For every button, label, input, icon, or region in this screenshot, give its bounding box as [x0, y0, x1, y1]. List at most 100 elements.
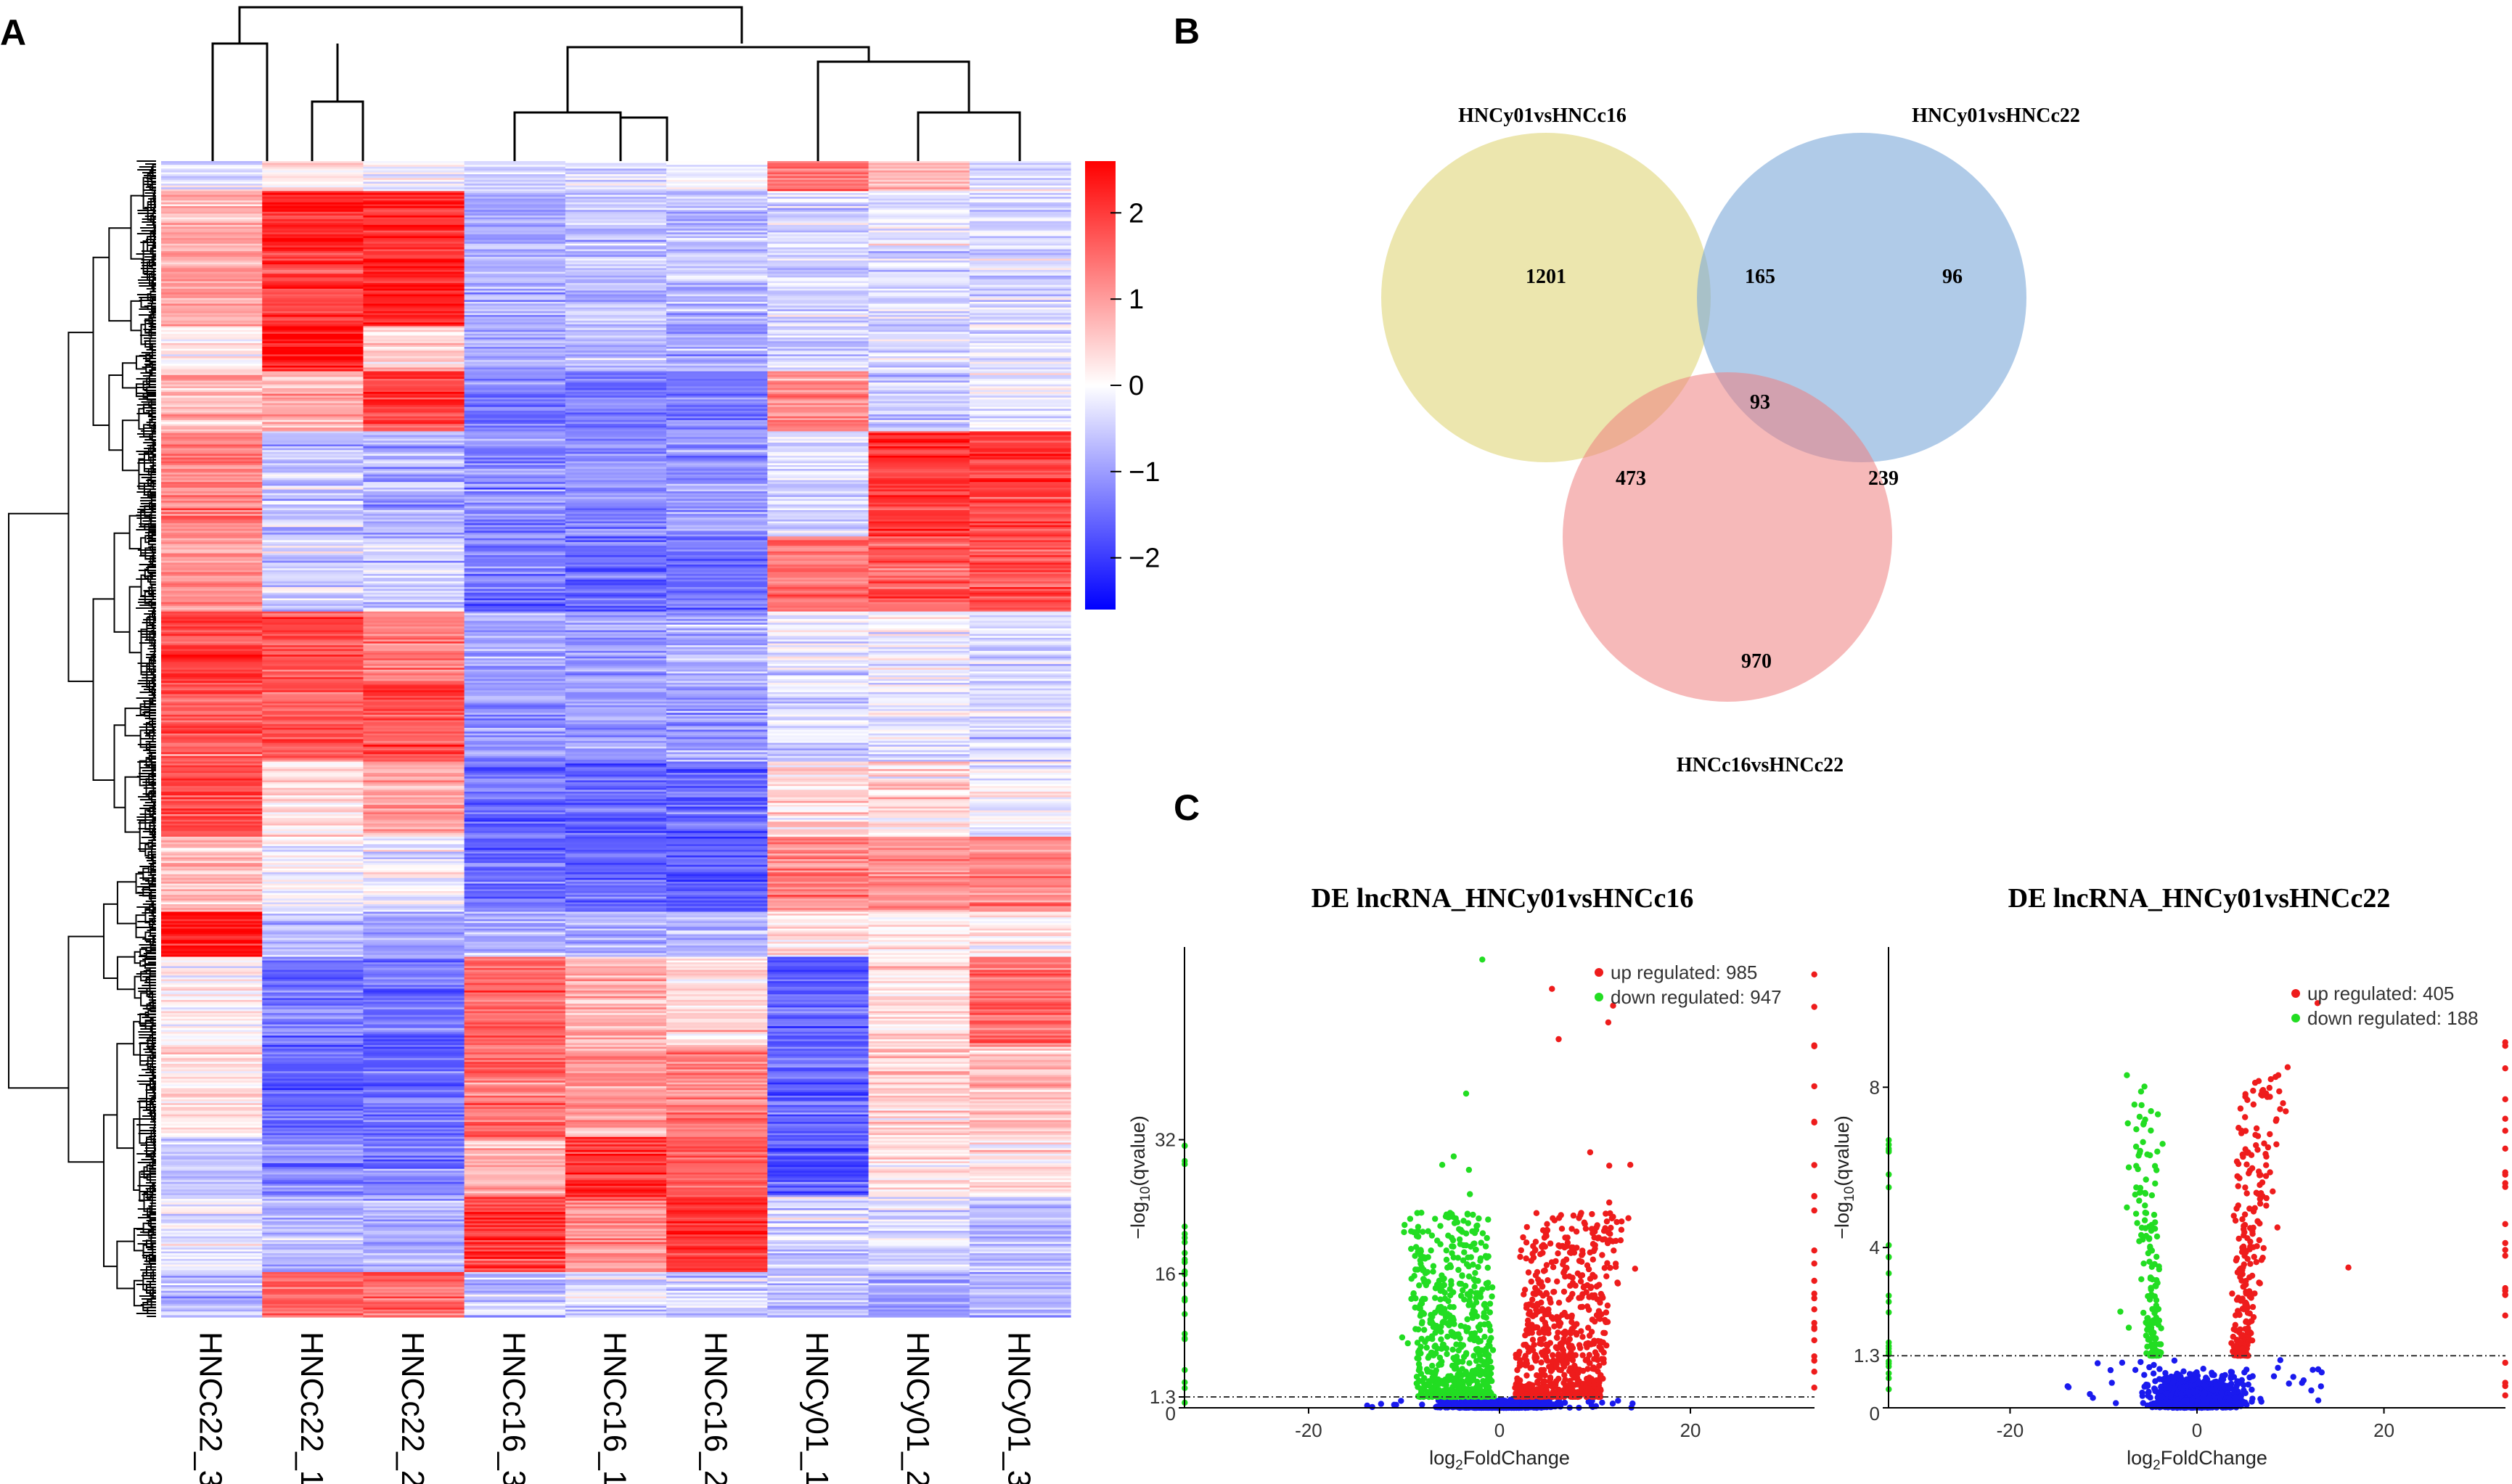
heatmap-cell — [262, 579, 364, 582]
heatmap-cell — [969, 925, 1071, 927]
heatmap-cell — [767, 718, 870, 721]
heatmap-cell — [969, 611, 1071, 614]
heatmap-cell — [767, 384, 870, 387]
heatmap-cell — [868, 174, 970, 177]
heatmap-cell — [363, 247, 465, 250]
heatmap-cell — [161, 382, 263, 385]
heatmap-cell — [767, 758, 870, 761]
heatmap-cell — [565, 813, 667, 817]
heatmap-cell — [363, 406, 465, 409]
heatmap-cell — [868, 966, 970, 969]
heatmap-cell — [666, 224, 768, 228]
heatmap-cell — [161, 230, 263, 233]
heatmap-cell — [565, 284, 667, 287]
heatmap-cell — [868, 671, 970, 674]
heatmap-cell — [565, 840, 667, 843]
heatmap-cell — [363, 482, 465, 485]
heatmap-cell — [565, 566, 667, 569]
heatmap-cell — [868, 354, 970, 357]
heatmap-cell — [666, 187, 768, 190]
heatmap-cell — [969, 655, 1071, 657]
heatmap-cell — [767, 694, 870, 697]
heatmap-cell — [464, 870, 566, 873]
heatmap-cell — [363, 435, 465, 438]
heatmap-cell — [262, 187, 364, 190]
heatmap-cell — [464, 727, 566, 731]
heatmap-cell — [161, 690, 263, 693]
heatmap-cell — [565, 922, 667, 926]
heatmap-cell — [363, 765, 465, 768]
heatmap-cell — [262, 581, 364, 584]
heatmap-cell — [969, 850, 1071, 853]
heatmap-cell — [262, 306, 364, 308]
heatmap-cell — [464, 307, 566, 310]
heatmap-cell — [161, 300, 263, 303]
heatmap-cell — [868, 333, 970, 337]
heatmap-cell — [363, 239, 465, 242]
heatmap-cell — [666, 973, 768, 976]
heatmap-cell — [565, 425, 667, 428]
heatmap-cell — [262, 384, 364, 387]
heatmap-cell — [666, 655, 768, 657]
heatmap-cell — [363, 185, 465, 188]
heatmap-cell — [565, 628, 667, 631]
heatmap-cell — [363, 226, 465, 229]
heatmap-cell — [565, 932, 667, 935]
heatmap-cell — [868, 872, 970, 875]
heatmap-cell — [363, 223, 465, 226]
heatmap-cell — [363, 904, 465, 907]
heatmap-cell — [666, 714, 768, 718]
heatmap-cell — [161, 247, 263, 250]
heatmap-cell — [262, 977, 364, 980]
heatmap-cell — [969, 530, 1071, 533]
heatmap-cell — [767, 446, 870, 449]
heatmap-cell — [969, 677, 1071, 680]
dendrogram-branch — [142, 176, 148, 210]
heatmap-cell — [868, 836, 970, 840]
heatmap-cell — [464, 639, 566, 642]
heatmap-cell — [363, 731, 465, 734]
heatmap-cell — [868, 435, 970, 438]
heatmap-cell — [868, 999, 970, 1003]
heatmap-cell — [868, 517, 970, 520]
heatmap-cell — [363, 956, 465, 959]
heatmap-cell — [969, 256, 1071, 260]
heatmap-cell — [565, 320, 667, 323]
heatmap-cell — [868, 778, 970, 781]
heatmap-cell — [363, 816, 465, 819]
heatmap-cell — [767, 553, 870, 556]
heatmap-cell — [262, 861, 364, 864]
heatmap-cell — [262, 845, 364, 849]
heatmap-cell — [464, 335, 566, 338]
heatmap-cell — [363, 427, 465, 430]
heatmap-cell — [969, 607, 1071, 610]
heatmap-cell — [363, 470, 465, 473]
heatmap-cell — [464, 329, 566, 332]
heatmap-cell — [666, 988, 768, 991]
heatmap-cell — [565, 594, 667, 597]
heatmap-cell — [767, 303, 870, 306]
heatmap-cell — [969, 652, 1071, 655]
heatmap-cell — [262, 810, 364, 813]
heatmap-cell — [161, 373, 263, 376]
heatmap-cell — [161, 746, 263, 750]
heatmap-cell — [868, 287, 970, 290]
heatmap-cell — [666, 238, 768, 241]
heatmap-cell — [363, 938, 465, 940]
heatmap-cell — [161, 615, 263, 618]
dendrogram-branch — [116, 1043, 134, 1149]
heatmap-cell — [767, 448, 870, 451]
heatmap-cell — [262, 985, 364, 988]
heatmap-cell — [666, 575, 768, 578]
heatmap-cell — [565, 723, 667, 726]
heatmap-cell — [464, 546, 566, 549]
heatmap-cell — [767, 823, 870, 827]
heatmap-cell — [464, 373, 566, 376]
heatmap-cell — [767, 427, 870, 430]
heatmap-cell — [565, 626, 667, 629]
heatmap-cell — [666, 319, 768, 321]
heatmap-cell — [969, 885, 1071, 888]
heatmap-cell — [161, 399, 263, 402]
heatmap-cell — [767, 866, 870, 869]
heatmap-cell — [868, 467, 970, 470]
